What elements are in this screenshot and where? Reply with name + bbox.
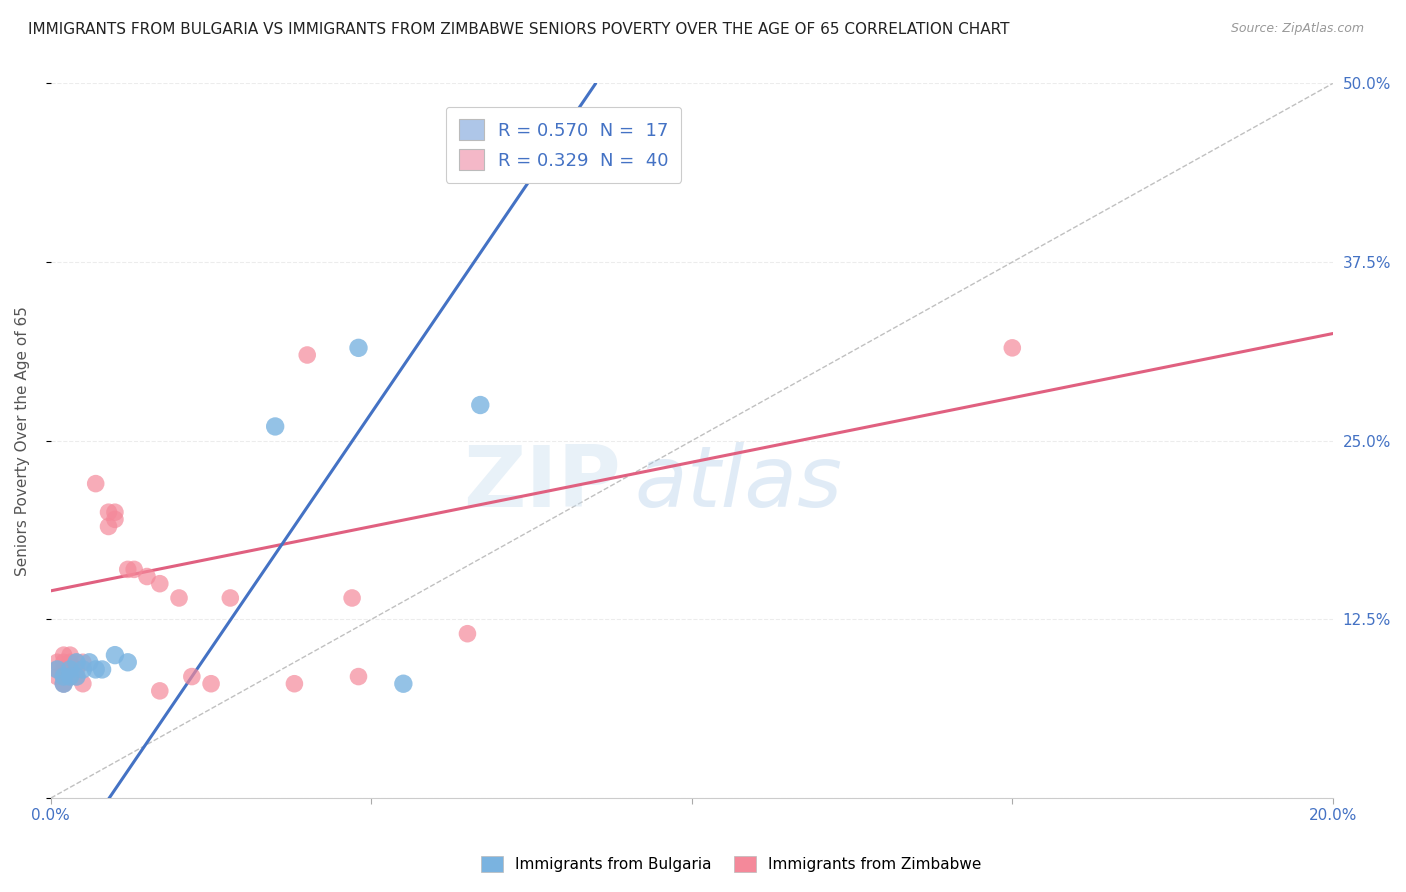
Point — [167, 591, 190, 605]
Point — [65, 655, 87, 669]
Point — [219, 591, 242, 605]
Text: ZIP: ZIP — [464, 442, 621, 525]
Point — [200, 677, 222, 691]
Point — [392, 677, 415, 691]
Point — [1001, 341, 1024, 355]
Point — [104, 512, 127, 526]
Point — [470, 398, 492, 412]
Point — [264, 419, 287, 434]
Point — [283, 677, 305, 691]
Point — [347, 341, 370, 355]
Legend: R = 0.570  N =  17, R = 0.329  N =  40: R = 0.570 N = 17, R = 0.329 N = 40 — [446, 107, 682, 183]
Point — [59, 655, 82, 669]
Point — [79, 655, 101, 669]
Point — [72, 662, 94, 676]
Point — [180, 669, 202, 683]
Point — [65, 669, 87, 683]
Y-axis label: Seniors Poverty Over the Age of 65: Seniors Poverty Over the Age of 65 — [15, 306, 30, 575]
Point — [59, 669, 82, 683]
Point — [122, 562, 145, 576]
Point — [46, 655, 69, 669]
Point — [104, 505, 127, 519]
Point — [72, 677, 94, 691]
Point — [149, 684, 172, 698]
Legend: Immigrants from Bulgaria, Immigrants from Zimbabwe: Immigrants from Bulgaria, Immigrants fro… — [474, 848, 988, 880]
Point — [149, 576, 172, 591]
Point — [65, 662, 87, 676]
Point — [52, 648, 75, 662]
Point — [347, 669, 370, 683]
Point — [91, 662, 114, 676]
Point — [136, 569, 159, 583]
Point — [297, 348, 319, 362]
Point — [52, 677, 75, 691]
Point — [59, 669, 82, 683]
Point — [52, 655, 75, 669]
Point — [117, 562, 139, 576]
Text: atlas: atlas — [634, 442, 842, 525]
Point — [59, 662, 82, 676]
Point — [97, 505, 120, 519]
Text: Source: ZipAtlas.com: Source: ZipAtlas.com — [1230, 22, 1364, 36]
Point — [52, 669, 75, 683]
Point — [456, 626, 478, 640]
Point — [59, 662, 82, 676]
Point — [52, 669, 75, 683]
Point — [46, 669, 69, 683]
Point — [84, 662, 107, 676]
Point — [52, 677, 75, 691]
Point — [52, 662, 75, 676]
Point — [117, 655, 139, 669]
Point — [340, 591, 363, 605]
Point — [52, 677, 75, 691]
Point — [104, 648, 127, 662]
Point — [84, 476, 107, 491]
Point — [97, 519, 120, 533]
Point — [59, 662, 82, 676]
Text: IMMIGRANTS FROM BULGARIA VS IMMIGRANTS FROM ZIMBABWE SENIORS POVERTY OVER THE AG: IMMIGRANTS FROM BULGARIA VS IMMIGRANTS F… — [28, 22, 1010, 37]
Point — [46, 662, 69, 676]
Point — [59, 669, 82, 683]
Point — [65, 669, 87, 683]
Point — [65, 655, 87, 669]
Point — [72, 655, 94, 669]
Point — [59, 648, 82, 662]
Point — [46, 662, 69, 676]
